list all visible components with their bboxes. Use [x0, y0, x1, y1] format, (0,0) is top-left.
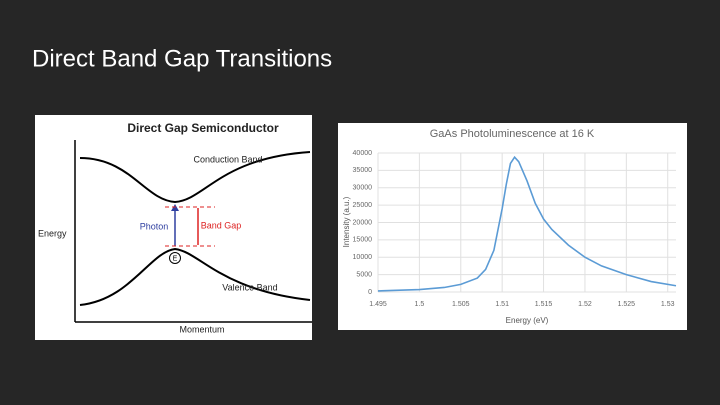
- label: Band Gap: [201, 220, 242, 230]
- y-tick-label: 40000: [353, 150, 373, 157]
- x-tick-label: 1.515: [535, 301, 553, 308]
- y-tick-label: 10000: [353, 254, 373, 261]
- x-axis-label: Energy (eV): [506, 316, 549, 325]
- y-tick-label: 30000: [353, 185, 373, 192]
- x-tick-label: 1.495: [369, 301, 387, 308]
- y-tick-label: 0: [368, 289, 372, 296]
- y-tick-label: 15000: [353, 237, 373, 244]
- diagram: Direct Gap Semiconductor Conduction Band…: [35, 115, 312, 340]
- x-tick-label: 1.52: [578, 301, 592, 308]
- diagram-bg: [35, 115, 312, 340]
- label: Valence Band: [222, 282, 277, 292]
- x-tick-label: 1.51: [495, 301, 509, 308]
- slide-title: Direct Band Gap Transitions: [32, 45, 332, 72]
- label: Momentum: [179, 324, 224, 334]
- chart-title: GaAs Photoluminescence at 16 K: [430, 128, 595, 140]
- x-tick-label: 1.505: [452, 301, 470, 308]
- label: Conduction Band: [193, 154, 262, 164]
- y-tick-label: 20000: [353, 219, 373, 226]
- chart-bg: [338, 123, 687, 330]
- line: [377, 155, 677, 292]
- conduction-curve: [79, 151, 311, 204]
- diagram-title: Direct Gap Semiconductor: [127, 121, 279, 135]
- label: Photon: [140, 221, 169, 231]
- y-tick-label: 25000: [353, 202, 373, 209]
- carrier: [169, 252, 181, 264]
- y-axis-label: Intensity (a.u.): [342, 196, 351, 247]
- y-tick-label: 5000: [356, 271, 372, 278]
- label: Energy: [38, 228, 67, 238]
- x-tick-label: 1.525: [618, 301, 636, 308]
- x-tick-label: 1.5: [415, 301, 425, 308]
- y-tick-label: 35000: [353, 167, 373, 174]
- valence-curve: [79, 247, 311, 306]
- chart: GaAs Photoluminescence at 16 K Energy (e…: [338, 123, 687, 330]
- label: E: [173, 255, 178, 262]
- x-tick-label: 1.53: [661, 301, 675, 308]
